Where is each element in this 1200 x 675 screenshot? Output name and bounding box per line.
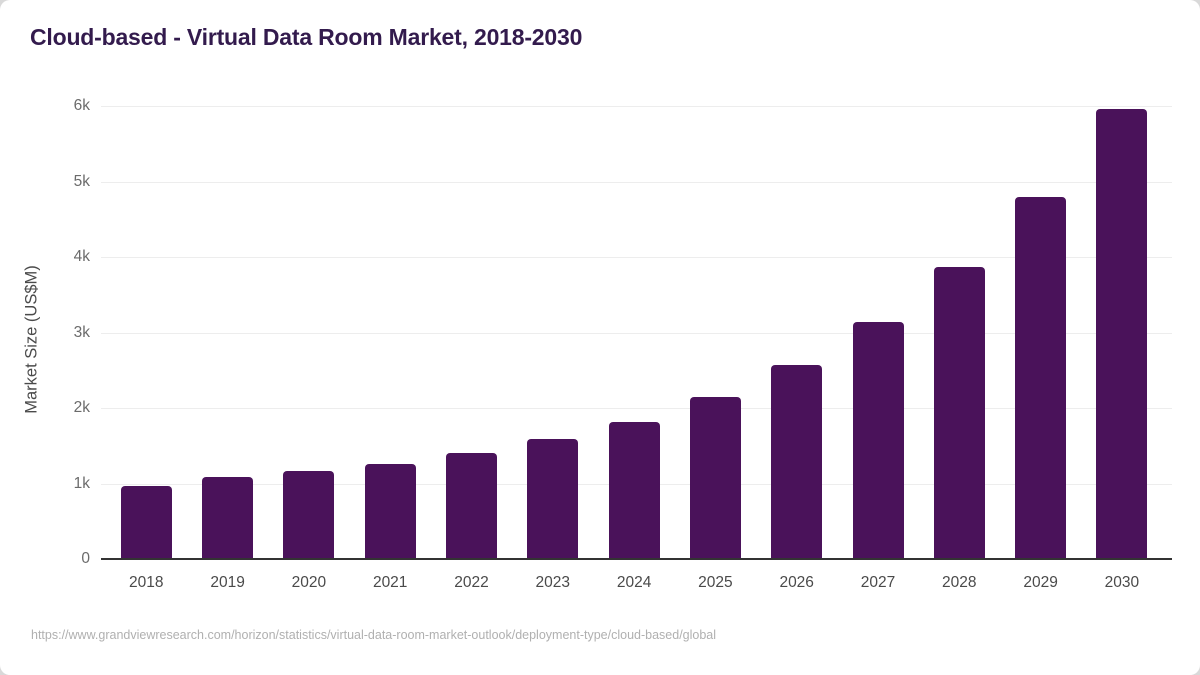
bar[interactable] xyxy=(202,477,254,558)
gridline xyxy=(101,106,1172,107)
bar[interactable] xyxy=(1015,197,1067,558)
x-axis-tick-label: 2023 xyxy=(535,574,571,591)
y-axis-tick-label: 3k xyxy=(73,323,90,341)
bar[interactable] xyxy=(933,267,985,558)
x-axis-tick-label: 2020 xyxy=(291,574,327,591)
x-axis-tick-label: 2024 xyxy=(616,574,652,591)
gridline xyxy=(101,408,1172,409)
bar[interactable] xyxy=(446,453,497,558)
y-axis-tick-label: 5k xyxy=(73,172,90,190)
source-url: https://www.grandviewresearch.com/horizo… xyxy=(31,628,717,642)
bar[interactable] xyxy=(120,486,172,558)
y-axis-tick-label: 1k xyxy=(73,474,90,492)
y-axis-tick-label: 0 xyxy=(81,550,90,567)
x-axis-tick-label: 2029 xyxy=(1023,574,1058,591)
gridline xyxy=(101,332,1172,334)
bar[interactable] xyxy=(283,471,335,558)
y-axis-tick-label: 6k xyxy=(73,97,90,114)
bar[interactable] xyxy=(771,365,823,558)
x-axis-tick-label: 2028 xyxy=(942,574,977,591)
y-axis-tick-label: 4k xyxy=(73,248,90,265)
y-axis-tick-label: 2k xyxy=(73,399,90,416)
chart-title: Cloud-based - Virtual Data Room Market, … xyxy=(30,24,583,50)
x-axis-tick-label: 2019 xyxy=(210,574,245,591)
bar[interactable] xyxy=(608,421,660,558)
bar[interactable] xyxy=(852,321,904,558)
x-axis-tick-label: 2026 xyxy=(779,574,814,591)
x-axis-tick-label: 2025 xyxy=(698,574,733,591)
gridline xyxy=(101,257,1172,258)
x-axis-tick-label: 2018 xyxy=(129,574,164,591)
x-axis-line xyxy=(101,558,1172,560)
x-axis-tick-label: 2027 xyxy=(860,574,896,591)
x-axis-tick-label: 2030 xyxy=(1104,574,1140,591)
x-axis-tick-label: 2022 xyxy=(454,574,489,591)
gridline xyxy=(101,181,1172,183)
bar[interactable] xyxy=(364,464,416,558)
bar[interactable] xyxy=(1096,108,1148,558)
bar[interactable] xyxy=(689,397,741,558)
bar[interactable] xyxy=(527,439,579,558)
x-axis-tick-label: 2021 xyxy=(372,574,408,591)
